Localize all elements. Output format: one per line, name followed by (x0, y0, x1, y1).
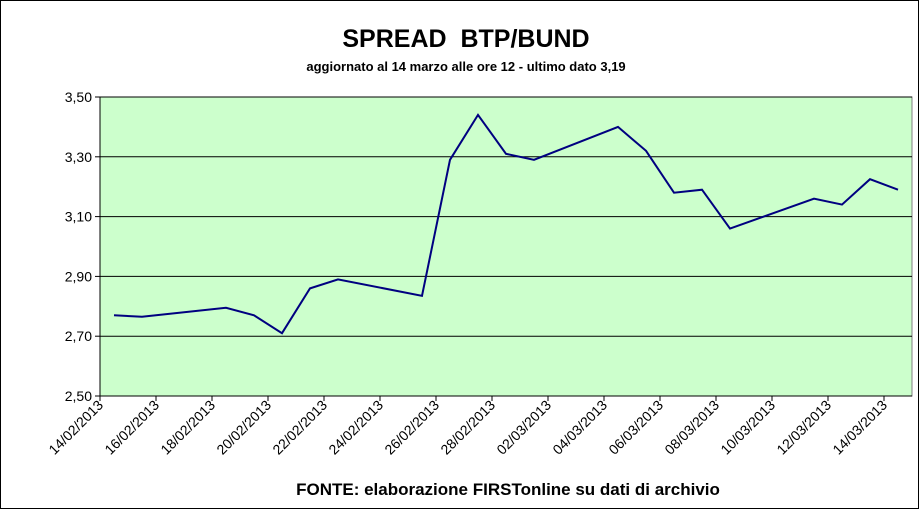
y-tick-label: 2,90 (65, 268, 92, 284)
y-tick-label: 3,50 (65, 89, 92, 105)
y-tick-label: 2,70 (65, 328, 92, 344)
y-tick-label: 3,30 (65, 149, 92, 165)
chart-subtitle: aggiornato al 14 marzo alle ore 12 - ult… (306, 59, 625, 74)
data-line (113, 113, 899, 335)
y-tick-label: 2,50 (65, 388, 92, 404)
chart-title: SPREAD BTP/BUND (342, 25, 589, 53)
y-tick-label: 3,10 (65, 209, 92, 225)
plot-area (99, 96, 913, 397)
footnote: FONTE: elaborazione FIRSTonline su dati … (296, 480, 720, 499)
